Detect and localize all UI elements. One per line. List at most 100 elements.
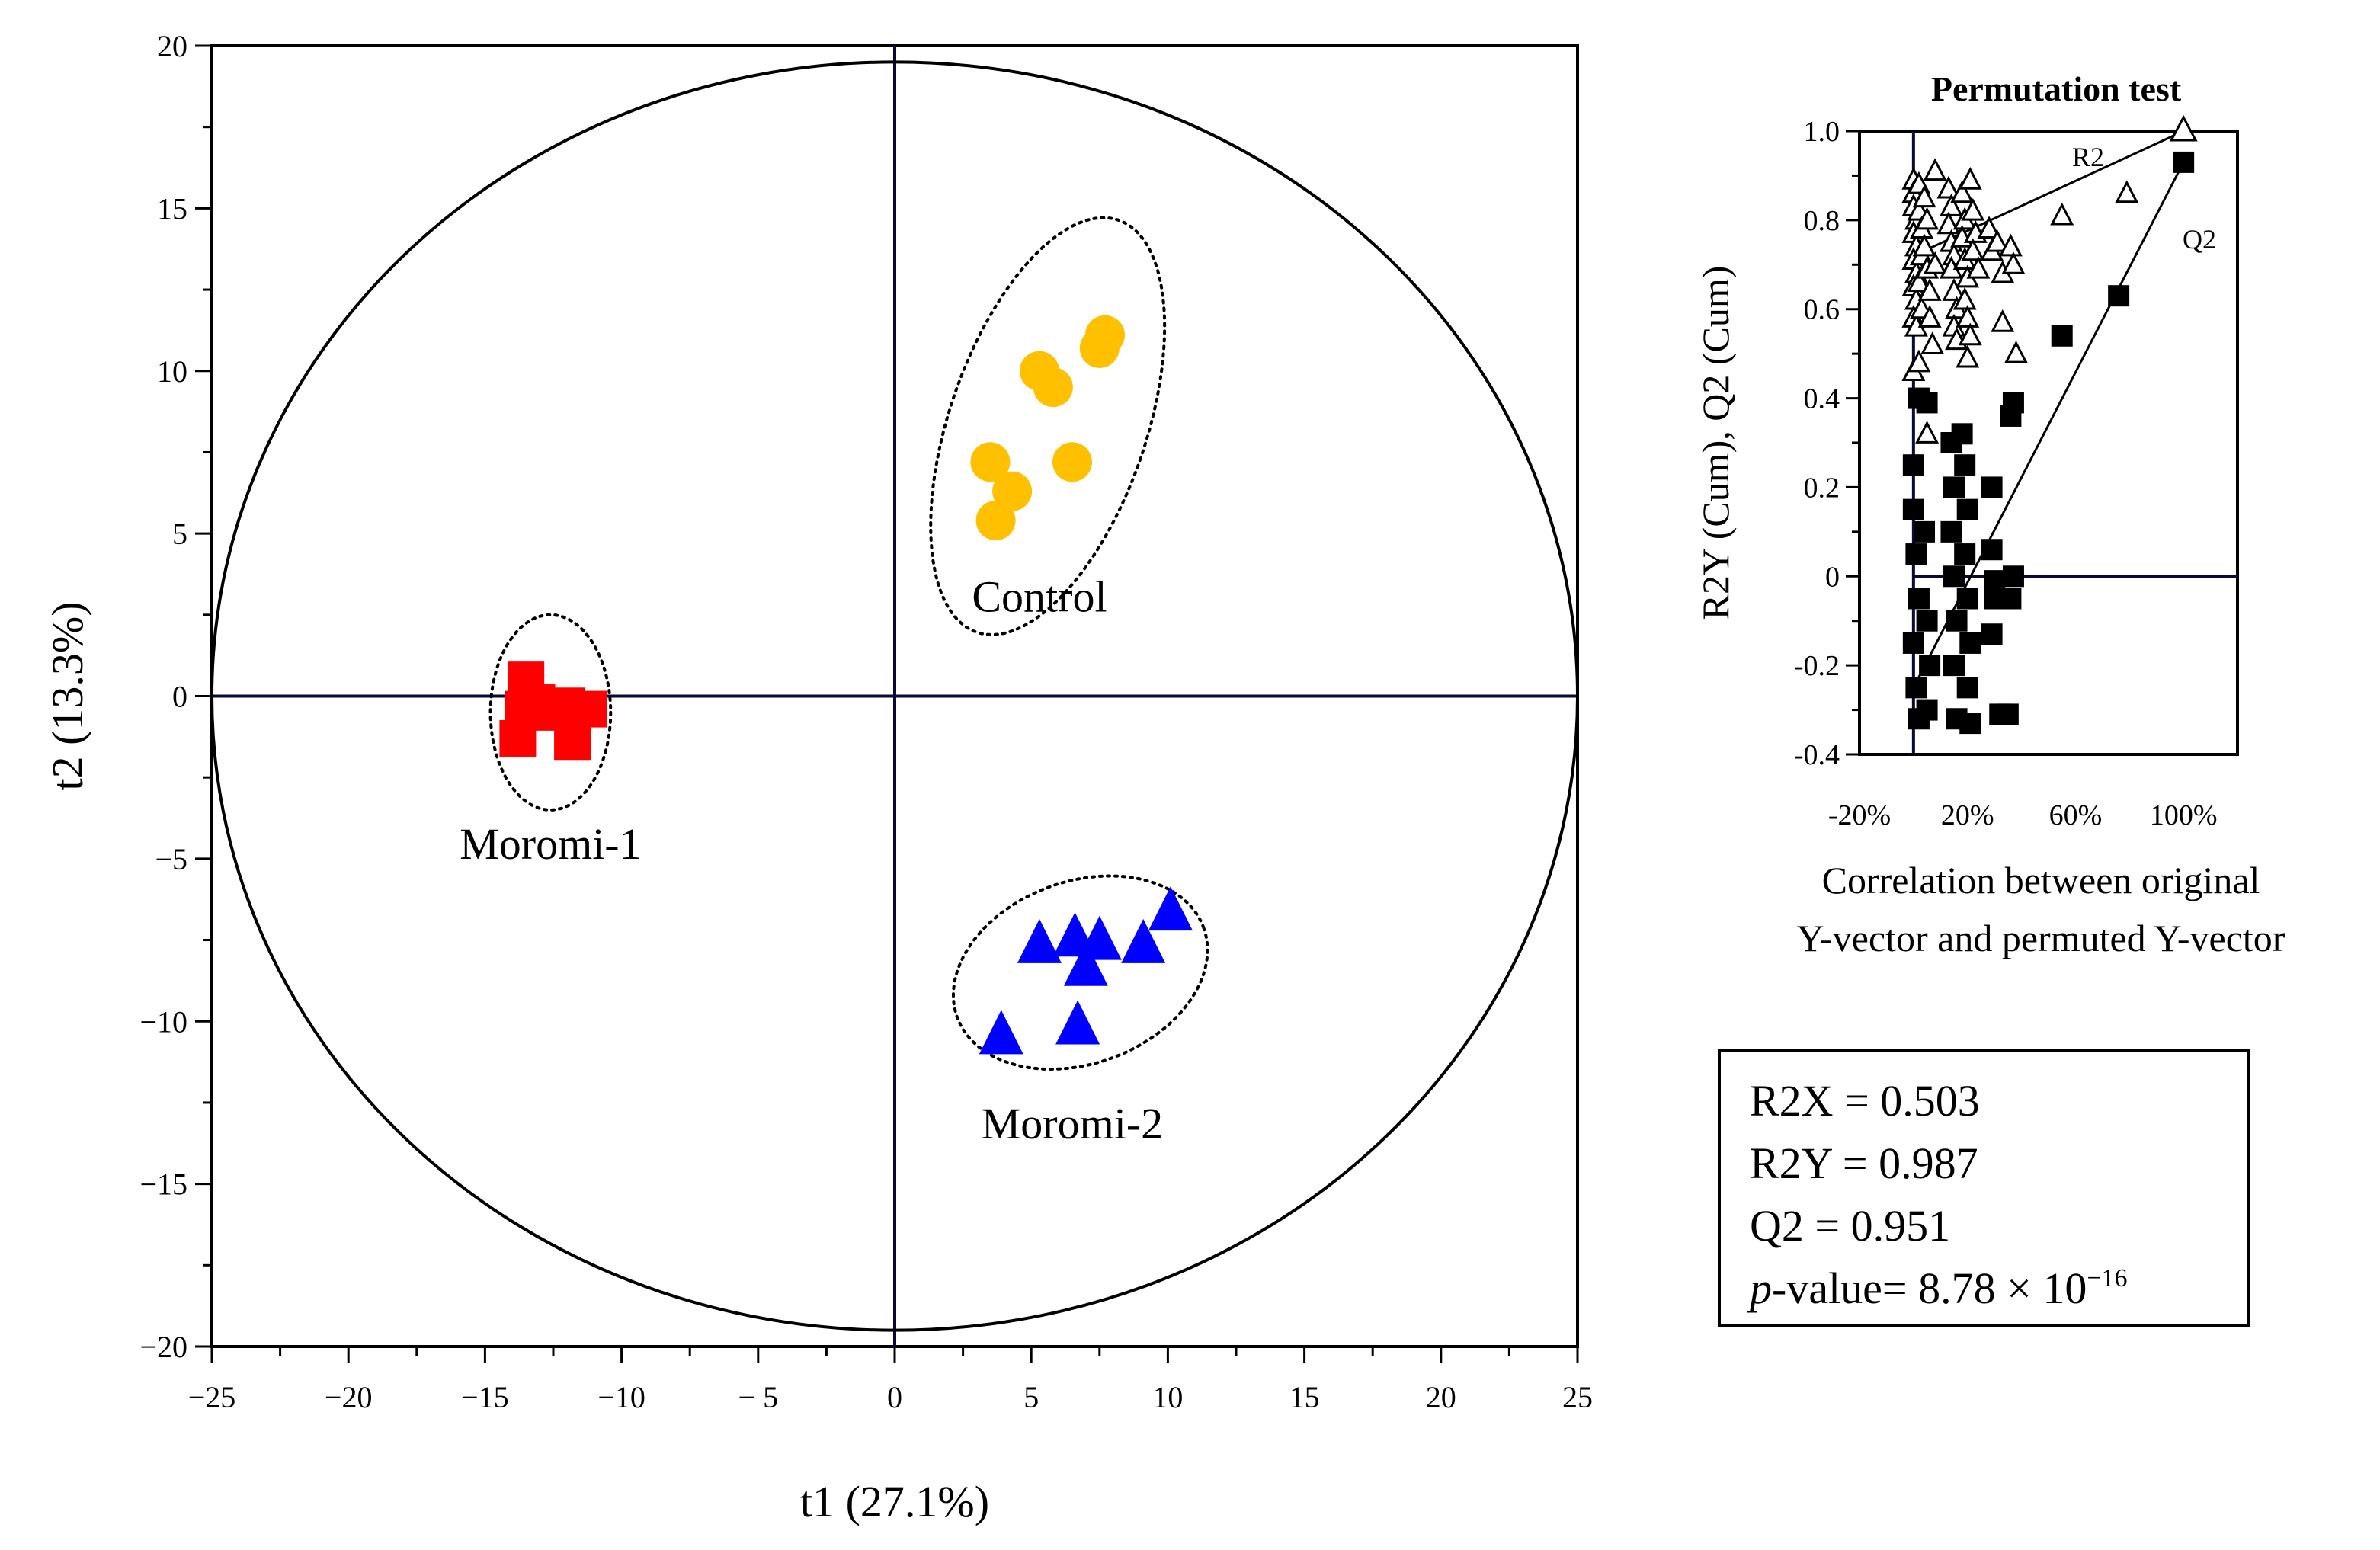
x-axis-label: t1 (27.1%) bbox=[800, 1477, 989, 1526]
perm-x-tick-label: 60% bbox=[2049, 799, 2103, 831]
y-tick-label: −10 bbox=[139, 1004, 187, 1039]
q2-point bbox=[1940, 520, 1962, 543]
model-stats-box: R2X = 0.503 R2Y = 0.987 Q2 = 0.951 p-val… bbox=[1718, 1049, 2250, 1327]
moromi2-point bbox=[1055, 1000, 1100, 1045]
control-point bbox=[970, 442, 1011, 482]
r2-point bbox=[2050, 202, 2074, 226]
r2-point bbox=[1923, 158, 1947, 181]
perm-y-tick-label: 0.6 bbox=[1804, 294, 1840, 326]
r2-point bbox=[1998, 233, 2023, 257]
group-label-control: Control bbox=[972, 572, 1107, 622]
x-tick-label: −25 bbox=[188, 1380, 236, 1414]
q2-point bbox=[1946, 610, 1968, 632]
q2-stat: Q2 = 0.951 bbox=[1750, 1201, 1951, 1251]
r2-point bbox=[1991, 309, 2015, 332]
y-tick-label: −20 bbox=[139, 1330, 187, 1364]
y-tick-label: 0 bbox=[172, 680, 187, 714]
moromi1-point bbox=[570, 690, 607, 728]
r2-point bbox=[1907, 349, 1931, 373]
r2-point bbox=[1912, 233, 1936, 257]
moromi2-point bbox=[1017, 918, 1062, 963]
q2-point bbox=[2002, 392, 2024, 414]
r2-point bbox=[1950, 180, 1975, 203]
q2-point bbox=[1943, 565, 1965, 588]
group-ellipse-control bbox=[929, 216, 1167, 636]
perm-x-axis-label-line1: Correlation between original bbox=[1822, 859, 2260, 901]
p-symbol: p bbox=[1750, 1263, 1772, 1313]
r2-point bbox=[2004, 340, 2028, 363]
control-point bbox=[1033, 367, 1073, 408]
q2-point bbox=[1959, 713, 1981, 735]
q2-point bbox=[1905, 543, 1927, 565]
r2-point bbox=[1907, 269, 1931, 293]
perm-y-tick-label: -0.4 bbox=[1794, 739, 1840, 771]
q2-point bbox=[2108, 285, 2130, 307]
q2-point bbox=[1943, 476, 1965, 498]
x-tick-label: 20 bbox=[1426, 1380, 1456, 1414]
moromi2-point bbox=[1063, 941, 1108, 986]
perm-y-tick-label: 0 bbox=[1825, 561, 1840, 593]
q2-point bbox=[1956, 588, 1978, 610]
r2-point bbox=[2115, 180, 2139, 203]
y-tick-label: 15 bbox=[157, 191, 187, 226]
r2-point bbox=[1961, 238, 1985, 261]
r2-point bbox=[1956, 305, 1980, 328]
q2-point bbox=[1956, 677, 1978, 699]
r2y-stat: R2Y = 0.987 bbox=[1750, 1138, 1978, 1188]
r2-line-label: R2 bbox=[2072, 142, 2104, 172]
q2-point bbox=[1908, 588, 1930, 610]
r2-point bbox=[1936, 175, 1961, 199]
r2-point bbox=[1917, 305, 1942, 328]
r2-point bbox=[1977, 216, 2001, 239]
r2-point bbox=[1915, 207, 1940, 230]
q2-point bbox=[1954, 543, 1976, 565]
perm-x-tick-label: -20% bbox=[1828, 799, 1891, 831]
control-point bbox=[1052, 442, 1092, 482]
x-tick-label: 15 bbox=[1289, 1380, 1320, 1414]
q2-point bbox=[1919, 655, 1941, 677]
moromi2-point bbox=[1121, 918, 1166, 963]
q2-point bbox=[1951, 423, 1973, 445]
q2-point bbox=[1956, 498, 1978, 520]
moromi2-point bbox=[1077, 915, 1122, 960]
p-value-exponent: −16 bbox=[2087, 1264, 2128, 1292]
q2-point bbox=[1954, 454, 1976, 476]
p-value-stat: p-value= 8.78 × 10−16 bbox=[1750, 1257, 2218, 1320]
x-tick-label: −10 bbox=[597, 1380, 645, 1414]
q2-point bbox=[1916, 392, 1938, 414]
q2-line-label: Q2 bbox=[2183, 224, 2216, 255]
r2-point bbox=[1985, 229, 2010, 252]
q2-point bbox=[1981, 539, 2003, 561]
group-ellipse-moromi-2 bbox=[951, 874, 1209, 1071]
q2-point bbox=[1916, 699, 1938, 721]
q2-point bbox=[1914, 520, 1936, 543]
q2-point bbox=[1959, 632, 1981, 654]
y-tick-label: 20 bbox=[157, 29, 187, 63]
r2-point bbox=[1923, 251, 1947, 274]
control-point bbox=[975, 501, 1016, 541]
perm-y-tick-label: 0.8 bbox=[1804, 205, 1840, 237]
perm-x-tick-label: 100% bbox=[2150, 799, 2218, 831]
r2-point bbox=[1956, 344, 1980, 368]
group-label-moromi-2: Moromi-2 bbox=[982, 1099, 1163, 1148]
control-point bbox=[1084, 315, 1125, 355]
p-value-text: -value= 8.78 × 10 bbox=[1772, 1263, 2087, 1313]
x-tick-label: 10 bbox=[1152, 1380, 1183, 1414]
r2-point bbox=[1936, 211, 1961, 235]
y-tick-label: −15 bbox=[139, 1167, 187, 1202]
x-tick-label: 5 bbox=[1023, 1380, 1039, 1414]
perm-x-axis-label-line2: Y-vector and permuted Y-vector bbox=[1797, 917, 2286, 959]
r2-point bbox=[1966, 255, 1991, 279]
r2-point bbox=[1917, 278, 1942, 301]
permutation-title: Permutation test bbox=[1931, 69, 2182, 108]
x-tick-label: 25 bbox=[1562, 1380, 1593, 1414]
perm-y-axis-label: R2Y (Cum), Q2 (Cum) bbox=[1694, 266, 1737, 620]
r2-point bbox=[1961, 197, 1985, 221]
r2-point bbox=[2001, 251, 2026, 274]
perm-y-tick-label: 0.4 bbox=[1804, 383, 1840, 415]
perm-x-tick-label: 20% bbox=[1941, 799, 1994, 831]
control-point bbox=[992, 471, 1033, 511]
q2-point bbox=[1905, 677, 1927, 699]
q2-point bbox=[1981, 476, 2003, 498]
